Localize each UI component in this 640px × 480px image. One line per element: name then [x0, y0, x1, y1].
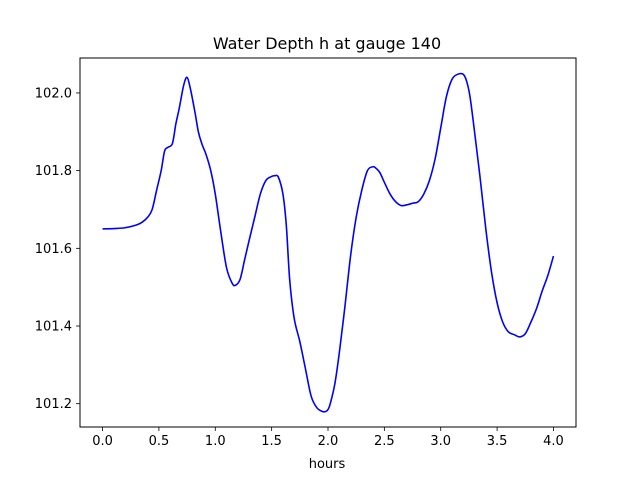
- x-tick-label: 3.5: [487, 434, 508, 449]
- y-tick-label: 101.8: [35, 164, 72, 179]
- y-tick-label: 102.0: [35, 86, 72, 101]
- y-tick-label: 101.6: [35, 242, 72, 257]
- x-tick-label: 1.0: [205, 434, 226, 449]
- x-axis-label: hours: [309, 457, 346, 472]
- x-tick-label: 2.5: [374, 434, 395, 449]
- x-tick-label: 1.5: [261, 434, 282, 449]
- x-tick-label: 3.0: [430, 434, 451, 449]
- plot-frame: [79, 57, 577, 428]
- x-tick-label: 2.0: [318, 434, 339, 449]
- chart-title: Water Depth h at gauge 140: [213, 34, 441, 53]
- y-tick-label: 101.4: [35, 320, 72, 335]
- x-axis: 0.0 0.5 1.0 1.5 2.0 2.5 3.0 3.5 4.0: [92, 427, 564, 449]
- x-tick-label: 0.5: [149, 434, 170, 449]
- y-axis: 101.2 101.4 101.6 101.8 102.0: [35, 86, 80, 412]
- y-tick-label: 101.2: [35, 397, 72, 412]
- plot-area: [79, 57, 577, 428]
- x-tick-label: 4.0: [543, 434, 564, 449]
- x-tick-label: 0.0: [92, 434, 113, 449]
- series-line: [102, 72, 555, 413]
